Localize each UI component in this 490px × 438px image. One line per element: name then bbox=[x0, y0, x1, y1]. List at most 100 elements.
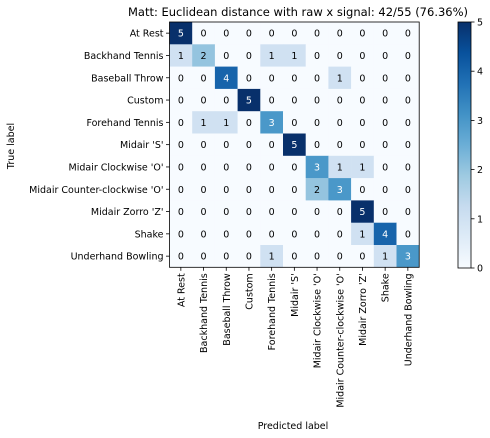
colorbar-gradient bbox=[457, 21, 472, 269]
cell-value-label: 0 bbox=[405, 73, 411, 84]
cell-value-label: 1 bbox=[382, 252, 388, 263]
heatmap-cell bbox=[328, 245, 352, 268]
cell-value-label: 0 bbox=[291, 185, 297, 196]
heatmap-cell bbox=[169, 44, 193, 67]
heatmap-cell bbox=[260, 22, 284, 45]
cell-value-label: 1 bbox=[201, 118, 207, 129]
cell-value-label: 0 bbox=[201, 229, 207, 240]
cell-value-label: 0 bbox=[291, 162, 297, 173]
cell-value-label: 0 bbox=[359, 252, 365, 263]
cell-value-label: 0 bbox=[178, 207, 184, 218]
row-tick-label: Forehand Tennis bbox=[86, 118, 163, 129]
cell-value-label: 0 bbox=[223, 51, 229, 62]
cell-value-label: 0 bbox=[314, 96, 320, 107]
y-axis-label: True label bbox=[6, 123, 17, 170]
heatmap-cells: 5 0 0 0 0 0 0 0 0 0 0 1 2 0 0 1 1 0 0 0 0 0 0 0 4 0 0 0 0 1 0 0 0 0 0 0 5 0 0 0… bbox=[169, 22, 420, 268]
colorbar-tick-label: 4 bbox=[477, 67, 483, 78]
heatmap-cell bbox=[192, 111, 216, 134]
cell-value-label: 0 bbox=[269, 140, 275, 151]
heatmap-cell bbox=[328, 88, 352, 112]
heatmap-cell bbox=[283, 66, 306, 90]
col-tick-label: Midair Clockwise 'O' bbox=[313, 273, 324, 368]
heatmap-cell bbox=[373, 133, 397, 157]
heatmap-cell bbox=[305, 133, 329, 157]
cell-value-label: 0 bbox=[178, 73, 184, 84]
cell-value-label: 0 bbox=[337, 229, 343, 240]
col-tick-label: Custom bbox=[244, 273, 255, 309]
cell-value-label: 5 bbox=[359, 207, 365, 218]
cell-value-label: 0 bbox=[269, 162, 275, 173]
col-tick-label: Backhand Tennis bbox=[199, 273, 210, 353]
cell-value-label: 0 bbox=[337, 96, 343, 107]
heatmap-cell bbox=[396, 133, 420, 157]
cell-value-label: 0 bbox=[201, 140, 207, 151]
cell-value-label: 0 bbox=[246, 252, 252, 263]
heatmap-cell bbox=[260, 245, 284, 268]
heatmap-cell bbox=[351, 22, 375, 45]
cell-value-label: 2 bbox=[201, 51, 207, 62]
cell-value-label: 0 bbox=[382, 51, 388, 62]
heatmap-cell bbox=[169, 155, 193, 179]
heatmap-cell bbox=[192, 245, 216, 268]
heatmap-cell bbox=[192, 88, 216, 112]
heatmap-cell bbox=[214, 111, 238, 134]
col-tick-label: Underhand Bowling bbox=[403, 273, 414, 366]
heatmap-cell bbox=[237, 222, 261, 246]
heatmap-cell bbox=[373, 245, 397, 268]
heatmap-cell bbox=[305, 44, 329, 67]
heatmap-cell bbox=[260, 44, 284, 67]
heatmap-cell bbox=[328, 44, 352, 67]
cell-value-label: 0 bbox=[382, 162, 388, 173]
cell-value-label: 0 bbox=[246, 185, 252, 196]
row-tick-label: Midair Counter-clockwise 'O' bbox=[29, 185, 163, 196]
heatmap-cell bbox=[192, 178, 216, 201]
heatmap-cell bbox=[328, 133, 352, 157]
row-tick-label: Baseball Throw bbox=[91, 73, 164, 84]
cell-value-label: 0 bbox=[269, 96, 275, 107]
cell-value-label: 0 bbox=[178, 185, 184, 196]
heatmap-cell bbox=[373, 22, 397, 45]
heatmap-cell bbox=[351, 44, 375, 67]
chart-title: Matt: Euclidean distance with raw x sign… bbox=[128, 5, 468, 19]
colorbar-ticks: 0 1 2 3 4 5 bbox=[471, 18, 483, 275]
heatmap-cell bbox=[328, 22, 352, 45]
cell-value-label: 1 bbox=[223, 118, 229, 129]
col-tick-label: Forehand Tennis bbox=[267, 273, 278, 350]
cell-value-label: 0 bbox=[291, 29, 297, 40]
cell-value-label: 0 bbox=[201, 252, 207, 263]
heatmap-cell bbox=[351, 133, 375, 157]
colorbar: 0 1 2 3 4 5 bbox=[457, 18, 483, 275]
row-tick-label: Midair Zorro 'Z' bbox=[91, 207, 164, 218]
cell-value-label: 0 bbox=[223, 96, 229, 107]
cell-value-label: 3 bbox=[269, 118, 275, 129]
heatmap-cell bbox=[237, 111, 261, 134]
cell-value-label: 0 bbox=[223, 229, 229, 240]
cell-value-label: 0 bbox=[178, 252, 184, 263]
cell-value-label: 0 bbox=[269, 229, 275, 240]
heatmap-cell bbox=[305, 88, 329, 112]
cell-value-label: 0 bbox=[405, 118, 411, 129]
heatmap-cell bbox=[214, 178, 238, 201]
cell-value-label: 0 bbox=[223, 162, 229, 173]
cell-value-label: 0 bbox=[314, 252, 320, 263]
heatmap-cell bbox=[328, 111, 352, 134]
cell-value-label: 4 bbox=[223, 73, 229, 84]
cell-value-label: 0 bbox=[178, 162, 184, 173]
heatmap-cell bbox=[192, 155, 216, 179]
cell-value-label: 0 bbox=[382, 96, 388, 107]
cell-value-label: 0 bbox=[223, 207, 229, 218]
cell-value-label: 0 bbox=[246, 140, 252, 151]
cell-value-label: 0 bbox=[314, 140, 320, 151]
heatmap-cell bbox=[169, 133, 193, 157]
cell-value-label: 5 bbox=[291, 140, 297, 151]
heatmap-cell bbox=[214, 88, 238, 112]
cell-value-label: 0 bbox=[314, 73, 320, 84]
cell-value-label: 0 bbox=[246, 207, 252, 218]
heatmap-cell bbox=[351, 66, 375, 90]
heatmap-cell bbox=[373, 178, 397, 201]
cell-value-label: 0 bbox=[405, 185, 411, 196]
cell-value-label: 0 bbox=[382, 29, 388, 40]
heatmap-cell bbox=[373, 200, 397, 223]
cell-value-label: 0 bbox=[246, 229, 252, 240]
